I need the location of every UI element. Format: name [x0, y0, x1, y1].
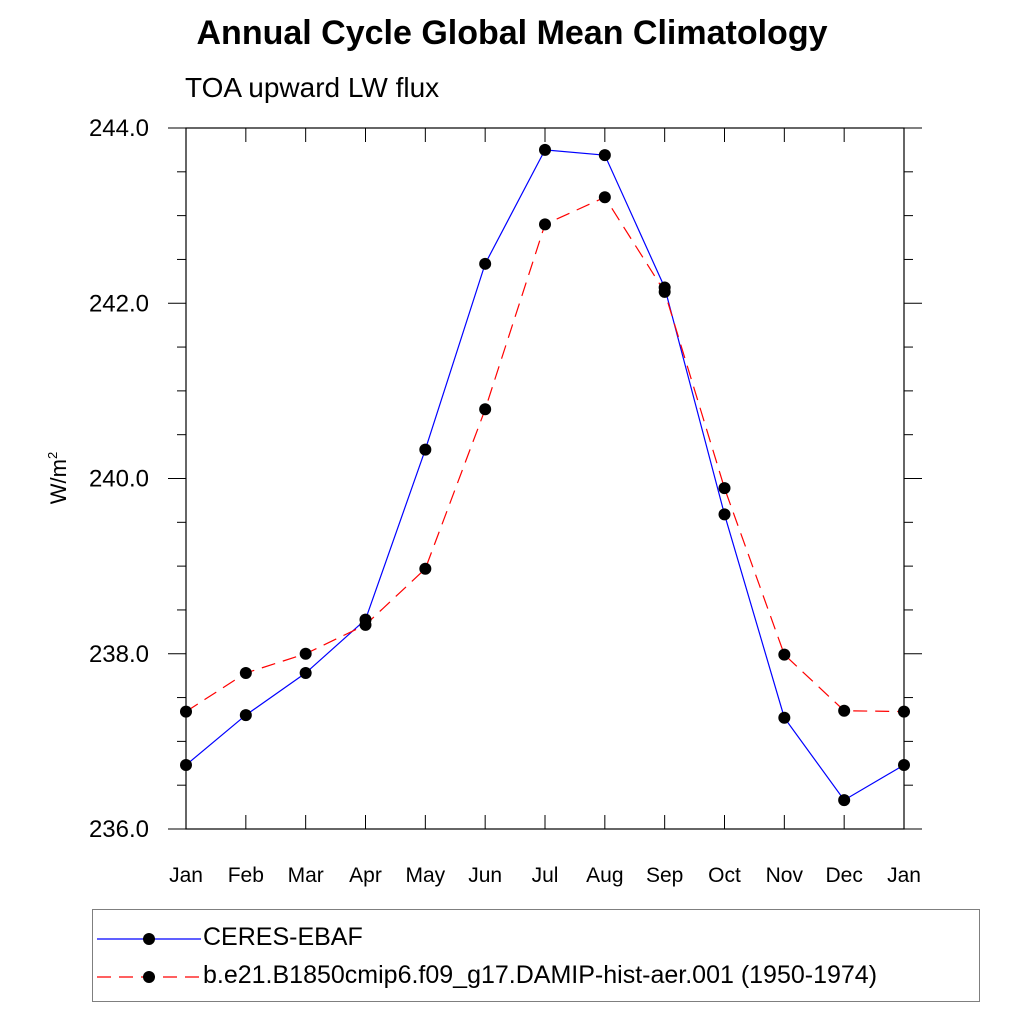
- x-tick-label: Jan: [169, 864, 203, 887]
- x-tick-label: Aug: [586, 864, 623, 887]
- data-point-model: [838, 704, 851, 717]
- data-point-ceres: [778, 711, 791, 724]
- y-tick-label: 244.0: [89, 115, 149, 142]
- data-point-ceres: [239, 709, 252, 722]
- legend-label-ceres: CERES-EBAF: [203, 923, 363, 951]
- data-point-model: [658, 285, 671, 298]
- legend-key-marker-model: [143, 971, 155, 983]
- x-tick-label: Jul: [532, 864, 559, 887]
- data-point-model: [598, 191, 611, 204]
- data-point-ceres: [718, 508, 731, 521]
- chart-subtitle: TOA upward LW flux: [185, 72, 440, 103]
- data-point-model: [718, 482, 731, 495]
- x-tick-label: Jan: [887, 864, 921, 887]
- chart-title: Annual Cycle Global Mean Climatology: [196, 14, 828, 52]
- x-tick-label: Nov: [766, 864, 804, 887]
- data-point-model: [539, 218, 551, 231]
- x-tick-label: Feb: [228, 864, 264, 887]
- plot-frame: [185, 127, 905, 830]
- legend-key-marker-ceres: [143, 933, 155, 945]
- series-line-ceres: [185, 149, 905, 801]
- y-tick-label: 238.0: [89, 641, 149, 668]
- x-tick-label: Apr: [349, 864, 382, 887]
- legend-label-model: b.e21.B1850cmip6.f09_g17.DAMIP-hist-aer.…: [203, 961, 878, 989]
- line-chart: Jan Feb Mar Apr May Jun Jul Aug Sep Oct Nov Dec Jan 2…: [45, 115, 922, 887]
- data-point-model: [479, 403, 492, 416]
- x-tick-label: Jun: [468, 864, 502, 887]
- data-point-ceres: [838, 794, 851, 807]
- series-line-model: [185, 196, 905, 713]
- data-point-model: [180, 705, 192, 718]
- y-tick-label: 242.0: [89, 290, 149, 317]
- data-point-model: [299, 647, 312, 660]
- y-axis-label: W/m2: [45, 452, 71, 504]
- x-tick-label: May: [405, 864, 445, 887]
- data-point-ceres: [898, 759, 910, 772]
- data-point-model: [898, 705, 910, 718]
- y-tick-label: 240.0: [89, 466, 149, 493]
- x-tick-label: Mar: [288, 864, 324, 887]
- data-point-ceres: [180, 759, 192, 772]
- legend: CERES-EBAF b.e21.B1850cmip6.f09_g17.DAMI…: [92, 909, 980, 1002]
- data-point-ceres: [299, 667, 312, 680]
- data-point-model: [778, 648, 791, 661]
- data-point-model: [419, 562, 432, 575]
- data-point-ceres: [419, 443, 432, 456]
- x-tick-label: Oct: [708, 864, 741, 887]
- y-axis-label-superscript: 2: [45, 452, 60, 459]
- data-point-ceres: [539, 143, 551, 156]
- y-tick-label: 236.0: [89, 816, 149, 843]
- x-tick-label: Sep: [646, 864, 683, 887]
- data-point-model: [239, 667, 252, 680]
- data-point-model: [359, 618, 372, 631]
- data-point-ceres: [598, 149, 611, 162]
- legend-keys: [97, 933, 201, 983]
- y-axis-label-base: W/m: [46, 459, 71, 504]
- data-point-ceres: [479, 257, 492, 270]
- x-tick-label: Dec: [825, 864, 862, 887]
